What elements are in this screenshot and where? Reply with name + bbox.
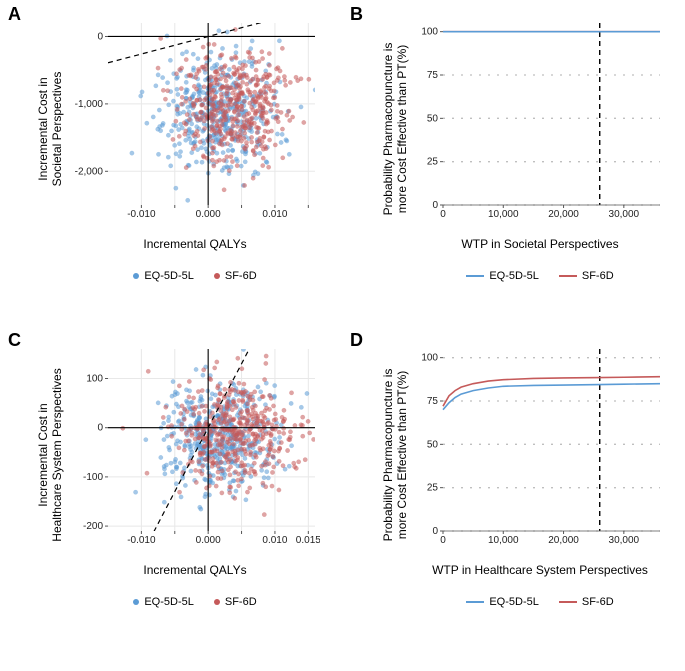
line-icon bbox=[466, 601, 484, 603]
svg-text:25: 25 bbox=[427, 483, 439, 494]
panel-a-label: A bbox=[8, 4, 21, 25]
legend-item-eq5d: EQ-5D-5L bbox=[466, 270, 539, 282]
svg-text:25: 25 bbox=[427, 157, 439, 168]
svg-text:50: 50 bbox=[427, 439, 439, 450]
svg-text:-2,000: -2,000 bbox=[75, 166, 104, 177]
panel-c-ylabel: Incremental Cost inHealthcare System Per… bbox=[36, 350, 64, 560]
panel-a-legend: EQ-5D-5L SF-6D bbox=[70, 270, 320, 282]
legend-label: SF-6D bbox=[582, 270, 614, 282]
legend-label: SF-6D bbox=[582, 596, 614, 608]
panel-d-xlabel: WTP in Healthcare System Perspectives bbox=[415, 563, 665, 577]
legend-label: EQ-5D-5L bbox=[489, 270, 539, 282]
svg-text:-0.010: -0.010 bbox=[127, 535, 156, 546]
legend-item-eq5d: EQ-5D-5L bbox=[466, 596, 539, 608]
panel-a-plot: -0.010 0.000 0.010 -2,000 -1,000 0 bbox=[70, 18, 320, 233]
dot-icon bbox=[214, 599, 220, 605]
legend-label: EQ-5D-5L bbox=[489, 596, 539, 608]
svg-text:100: 100 bbox=[86, 374, 103, 385]
legend-item-eq5d: EQ-5D-5L bbox=[133, 596, 194, 608]
svg-text:0: 0 bbox=[432, 526, 438, 537]
svg-text:-200: -200 bbox=[83, 521, 103, 532]
legend-item-eq5d: EQ-5D-5L bbox=[133, 270, 194, 282]
dot-icon bbox=[133, 599, 139, 605]
dot-icon bbox=[133, 273, 139, 279]
panel-b-plot: 0 10,000 20,000 30,000 0 25 50 75 100 bbox=[415, 18, 665, 233]
svg-text:75: 75 bbox=[427, 70, 439, 81]
panel-a-xlabel: Incremental QALYs bbox=[70, 237, 320, 251]
legend-label: EQ-5D-5L bbox=[144, 270, 194, 282]
svg-text:0: 0 bbox=[97, 31, 103, 42]
panel-b-label: B bbox=[350, 4, 363, 25]
svg-text:0: 0 bbox=[432, 200, 438, 211]
svg-text:-0.010: -0.010 bbox=[127, 209, 156, 220]
legend-label: SF-6D bbox=[225, 270, 257, 282]
line-icon bbox=[559, 275, 577, 277]
svg-text:0: 0 bbox=[440, 535, 446, 546]
svg-text:100: 100 bbox=[421, 353, 438, 364]
panel-d-ylabel: Probability Pharmacopuncture ismore Cost… bbox=[381, 340, 409, 570]
svg-text:0.000: 0.000 bbox=[196, 209, 221, 220]
dot-icon bbox=[214, 273, 220, 279]
figure-grid: A -0.010 0.000 0.010 -2,000 -1,000 0 Incremen… bbox=[0, 0, 685, 671]
svg-text:-100: -100 bbox=[83, 472, 103, 483]
svg-text:0.010: 0.010 bbox=[262, 535, 287, 546]
svg-text:75: 75 bbox=[427, 396, 439, 407]
legend-item-sf6d: SF-6D bbox=[559, 596, 614, 608]
panel-b-xlabel: WTP in Societal Perspectives bbox=[415, 237, 665, 251]
svg-text:20,000: 20,000 bbox=[548, 535, 579, 546]
legend-item-sf6d: SF-6D bbox=[214, 270, 257, 282]
svg-text:20,000: 20,000 bbox=[548, 209, 579, 220]
svg-text:0.015: 0.015 bbox=[296, 535, 320, 546]
svg-text:-1,000: -1,000 bbox=[75, 99, 104, 110]
line-icon bbox=[466, 275, 484, 277]
panel-d-plot: 0 10,000 20,000 30,000 0 25 50 75 100 bbox=[415, 344, 665, 559]
panel-c-xlabel: Incremental QALYs bbox=[70, 563, 320, 577]
panel-c-label: C bbox=[8, 330, 21, 351]
panel-a-ylabel: Incremental Cost inSocietal Perspectives bbox=[36, 39, 64, 219]
svg-text:50: 50 bbox=[427, 113, 439, 124]
svg-text:100: 100 bbox=[421, 27, 438, 38]
panel-b-legend: EQ-5D-5L SF-6D bbox=[415, 270, 665, 282]
svg-text:10,000: 10,000 bbox=[488, 535, 519, 546]
panel-c-plot: -0.010 0.000 0.010 0.015 -200 -100 0 100 bbox=[70, 344, 320, 559]
panel-c-legend: EQ-5D-5L SF-6D bbox=[70, 596, 320, 608]
svg-text:30,000: 30,000 bbox=[609, 535, 640, 546]
svg-text:0: 0 bbox=[440, 209, 446, 220]
panel-d-legend: EQ-5D-5L SF-6D bbox=[415, 596, 665, 608]
svg-text:10,000: 10,000 bbox=[488, 209, 519, 220]
svg-text:0: 0 bbox=[97, 423, 103, 434]
line-icon bbox=[559, 601, 577, 603]
svg-text:30,000: 30,000 bbox=[609, 209, 640, 220]
legend-item-sf6d: SF-6D bbox=[214, 596, 257, 608]
svg-text:0.010: 0.010 bbox=[262, 209, 287, 220]
legend-label: EQ-5D-5L bbox=[144, 596, 194, 608]
panel-d-label: D bbox=[350, 330, 363, 351]
panel-b-ylabel: Probability Pharmacopuncture ismore Cost… bbox=[381, 14, 409, 244]
legend-label: SF-6D bbox=[225, 596, 257, 608]
legend-item-sf6d: SF-6D bbox=[559, 270, 614, 282]
svg-text:0.000: 0.000 bbox=[196, 535, 221, 546]
